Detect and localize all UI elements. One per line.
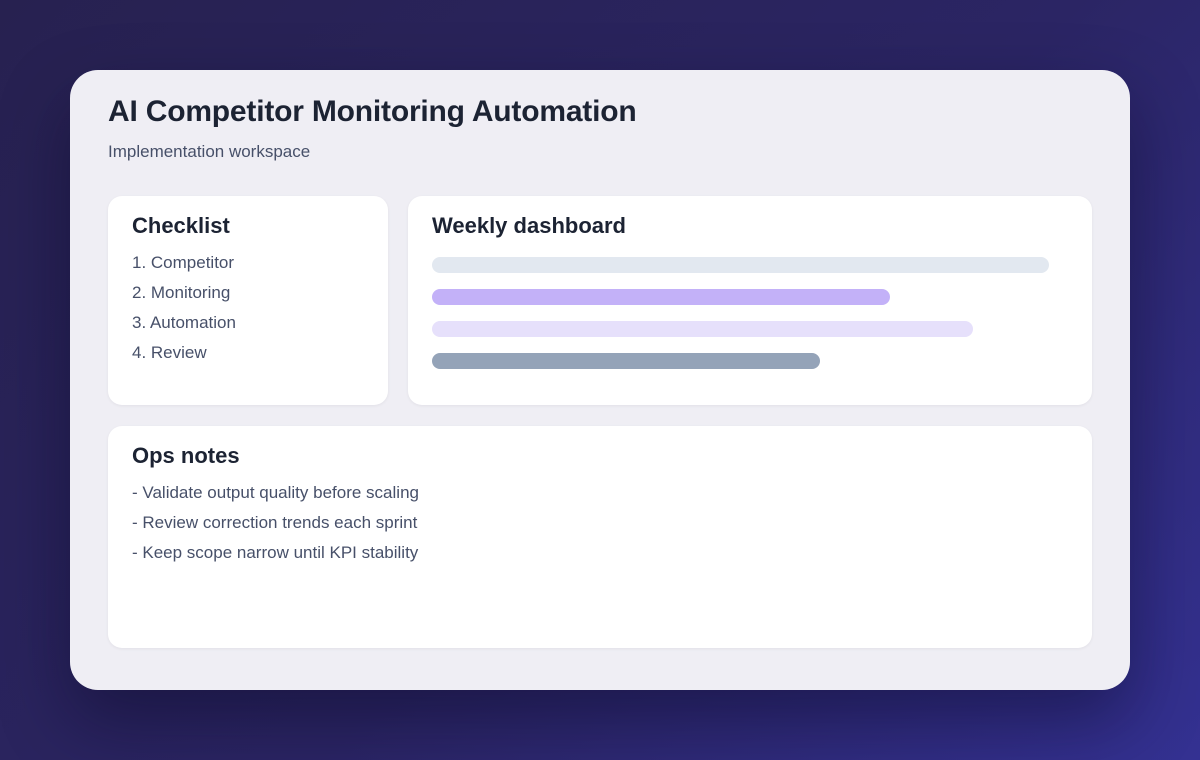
checklist-item: 3. Automation	[132, 313, 236, 332]
weekly-dashboard-card: Weekly dashboard	[408, 196, 1092, 405]
checklist-title: Checklist	[132, 213, 230, 238]
dashboard-bar-2	[432, 289, 890, 305]
dashboard-bar-4	[432, 353, 820, 369]
ops-note-item: - Review correction trends each sprint	[132, 513, 418, 532]
ops-notes-title: Ops notes	[132, 443, 240, 468]
ops-notes-item-list: - Validate output quality before scaling…	[132, 478, 1068, 568]
dashboard-bar-group	[432, 257, 1068, 385]
ops-notes-card: Ops notes - Validate output quality befo…	[108, 426, 1092, 648]
page-subtitle: Implementation workspace	[108, 142, 311, 161]
weekly-dashboard-title: Weekly dashboard	[432, 213, 626, 238]
page-title: AI Competitor Monitoring Automation	[108, 95, 637, 128]
checklist-item: 2. Monitoring	[132, 283, 231, 302]
dashboard-bar-3	[432, 321, 973, 337]
workspace-panel: AI Competitor Monitoring Automation Impl…	[70, 70, 1130, 690]
ops-note-item: - Validate output quality before scaling	[132, 483, 419, 502]
dashboard-bar-1	[432, 257, 1049, 273]
checklist-item: 1. Competitor	[132, 253, 235, 272]
checklist-card: Checklist 1. Competitor 2. Monitoring 3. A…	[108, 196, 388, 405]
ops-note-item: - Keep scope narrow until KPI stability	[132, 543, 419, 562]
checklist-item-list: 1. Competitor 2. Monitoring 3. Automation 4…	[132, 248, 364, 368]
checklist-item: 4. Review	[132, 343, 207, 362]
